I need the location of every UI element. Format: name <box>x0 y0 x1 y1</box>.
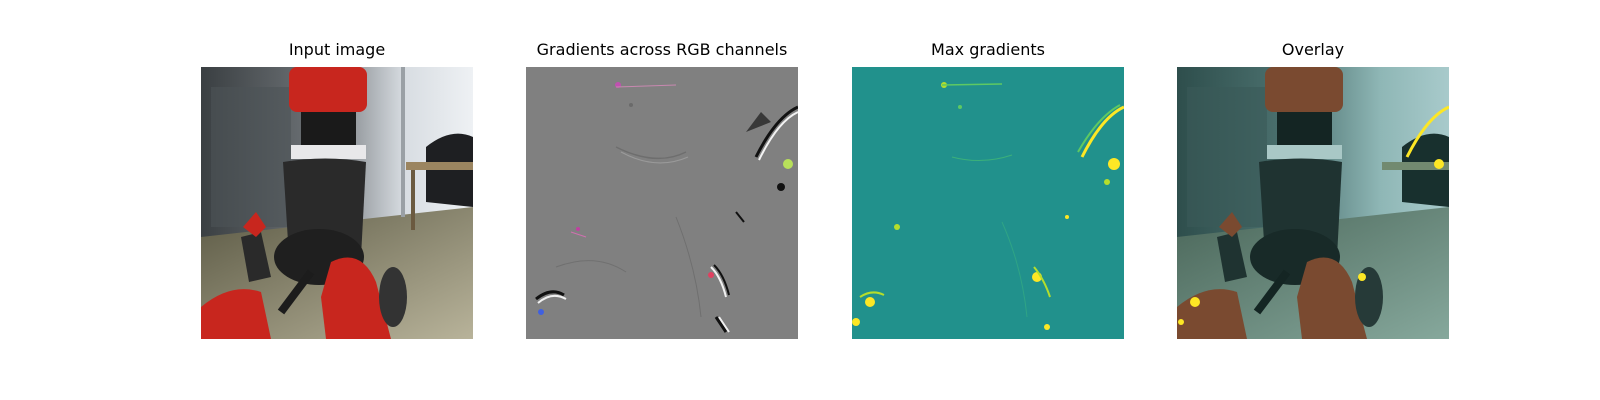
max-gradients-image <box>852 67 1124 339</box>
rgb-gradients-title: Gradients across RGB channels <box>536 40 788 59</box>
overlay-image <box>1177 67 1449 339</box>
rgb-gradients-image <box>526 67 798 339</box>
input-image <box>201 67 473 339</box>
input-image-title: Input image <box>288 40 386 59</box>
overlay-title: Overlay <box>1281 40 1345 59</box>
max-gradients-title: Max gradients <box>931 40 1045 59</box>
